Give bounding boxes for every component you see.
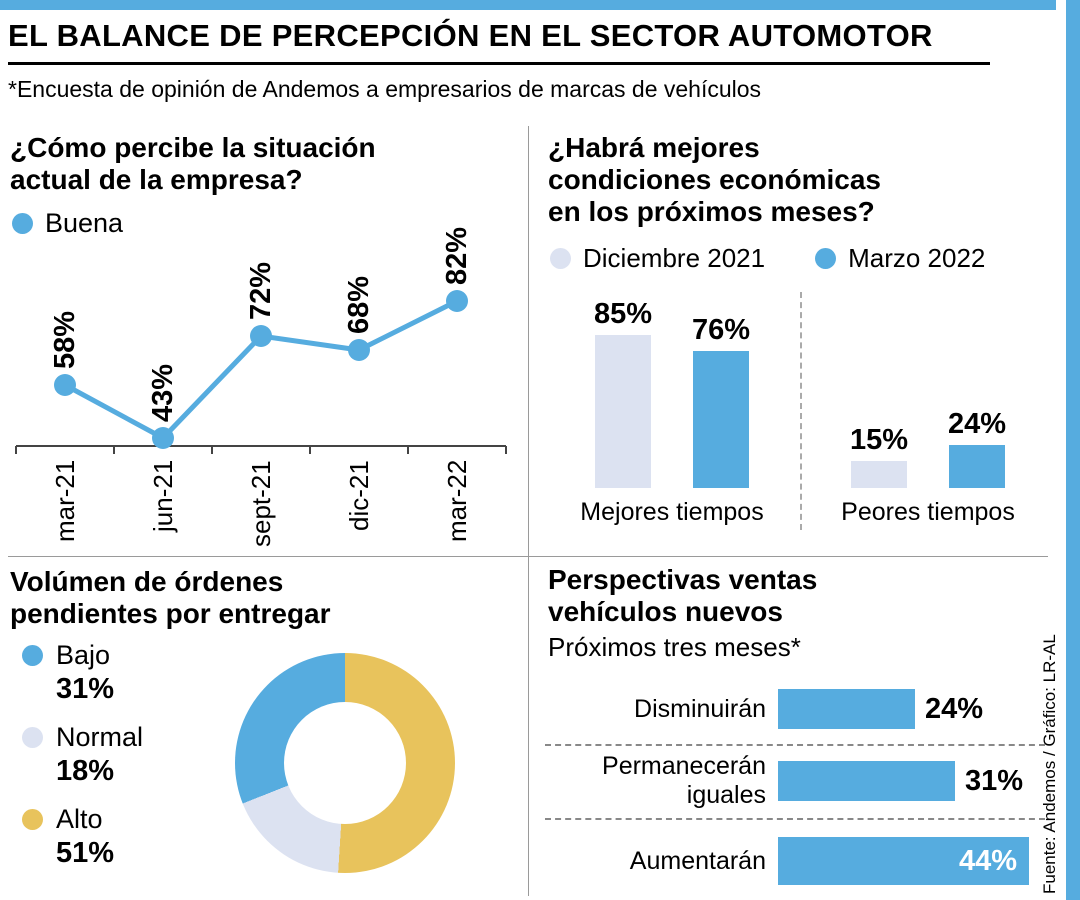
- legend-value: 31%: [56, 673, 115, 705]
- title-divider: [8, 62, 990, 65]
- legend-dot-icon: [815, 248, 837, 269]
- bar: [594, 335, 651, 488]
- data-point-marker: [348, 339, 370, 361]
- section-divider-vertical: [528, 126, 529, 896]
- bar-group-label: Peores tiempos: [841, 498, 1015, 526]
- donut-chart: [235, 653, 455, 873]
- legend-item: Alto 51%: [22, 804, 143, 870]
- sales-category-label: Disminuirán: [634, 694, 766, 723]
- legend-dot-icon: [12, 213, 33, 234]
- legend-label: Alto: [56, 804, 103, 834]
- sales-bar: 44%: [778, 837, 1029, 885]
- x-axis-label: mar-22: [442, 460, 472, 543]
- legend-label: Normal: [56, 722, 144, 752]
- bar-group-label: Mejores tiempos: [580, 498, 764, 526]
- line-chart-title: ¿Cómo percibe la situación actual de la …: [10, 132, 376, 196]
- point-value-label: 43%: [147, 363, 179, 422]
- sales-bar: [778, 689, 915, 729]
- group-divider-dashed: [800, 292, 802, 530]
- x-axis-label: dic-21: [344, 460, 374, 531]
- legend-label: Marzo 2022: [848, 243, 986, 273]
- sales-row: Disminuirán 24%: [545, 686, 1047, 732]
- sales-row: Permanecerán iguales 31%: [545, 752, 1047, 809]
- legend-label: Diciembre 2021: [583, 243, 766, 273]
- sales-row: Aumentarán 44%: [545, 834, 1047, 888]
- bar-group-mejores: 85% 76% Mejores tiempos: [572, 290, 772, 527]
- legend-item: Bajo 31%: [22, 640, 143, 706]
- sales-value-label: 31%: [965, 764, 1024, 797]
- top-accent-bar: [0, 0, 1056, 10]
- grouped-bar-legend: Diciembre 2021 Marzo 2022: [550, 243, 985, 274]
- bar-value-label: 85%: [593, 298, 652, 330]
- dashed-separator: [545, 818, 1045, 820]
- sales-value-label: 24%: [925, 692, 984, 725]
- section-divider-horizontal: [8, 556, 1048, 557]
- x-axis-label: mar-21: [50, 460, 80, 543]
- line-chart-legend: Buena: [12, 208, 123, 239]
- legend-label: Bajo: [56, 640, 111, 670]
- legend-dot-icon: [22, 645, 43, 666]
- line-chart: 58% 43% 72% 68% 82%: [10, 227, 510, 493]
- bar-group-peores: 15% 24% Peores tiempos: [828, 290, 1028, 527]
- bar-value-label: 15%: [849, 424, 908, 456]
- donut-hole: [284, 702, 406, 824]
- donut-chart-title: Volúmen de órdenes pendientes por entreg…: [10, 566, 331, 630]
- trend-line: [63, 298, 459, 442]
- sales-bar: [778, 761, 955, 801]
- legend-item: Normal 18%: [22, 722, 143, 788]
- point-value-label: 68%: [343, 275, 375, 334]
- x-axis-label: sept-21: [246, 460, 276, 547]
- x-axis-label: jun-21: [148, 460, 178, 533]
- bar-value-label: 76%: [692, 314, 751, 346]
- point-value-label: 72%: [245, 261, 277, 320]
- bar: [693, 351, 750, 488]
- bar-value-label: 24%: [948, 408, 1007, 440]
- sales-category-label: Permanecerán iguales: [602, 752, 766, 809]
- right-accent-bar: [1066, 0, 1080, 900]
- point-value-label: 82%: [441, 226, 473, 285]
- sales-chart-subtitle: Próximos tres meses*: [548, 632, 801, 662]
- bar: [850, 461, 907, 488]
- dashed-separator: [545, 744, 1045, 746]
- legend-dot-icon: [22, 809, 43, 830]
- legend-value: 18%: [56, 755, 115, 787]
- bar: [949, 445, 1006, 488]
- donut-legend: Bajo 31% Normal 18% Alto 51%: [22, 640, 143, 886]
- legend-value: 51%: [56, 837, 115, 869]
- sales-chart-title: Perspectivas ventas vehículos nuevos: [548, 564, 818, 628]
- page-subtitle: *Encuesta de opinión de Andemos a empres…: [8, 76, 762, 102]
- grouped-bar-title: ¿Habrá mejores condiciones económicas en…: [548, 132, 881, 228]
- legend-dot-icon: [22, 727, 43, 748]
- legend-dot-icon: [550, 248, 571, 269]
- page-title: EL BALANCE DE PERCEPCIÓN EN EL SECTOR AU…: [8, 18, 933, 53]
- line-chart-plot: [15, 290, 507, 454]
- data-point-marker: [250, 325, 272, 347]
- data-point-marker: [54, 374, 76, 396]
- data-point-marker: [446, 290, 468, 312]
- sales-value-label: 44%: [958, 844, 1017, 877]
- point-value-label: 58%: [49, 310, 81, 369]
- legend-label: Buena: [45, 208, 124, 238]
- sales-category-label: Aumentarán: [629, 846, 766, 875]
- source-credit: Fuente: Andemos / Gráfico: LR-AL: [1040, 634, 1059, 894]
- data-point-marker: [152, 427, 174, 449]
